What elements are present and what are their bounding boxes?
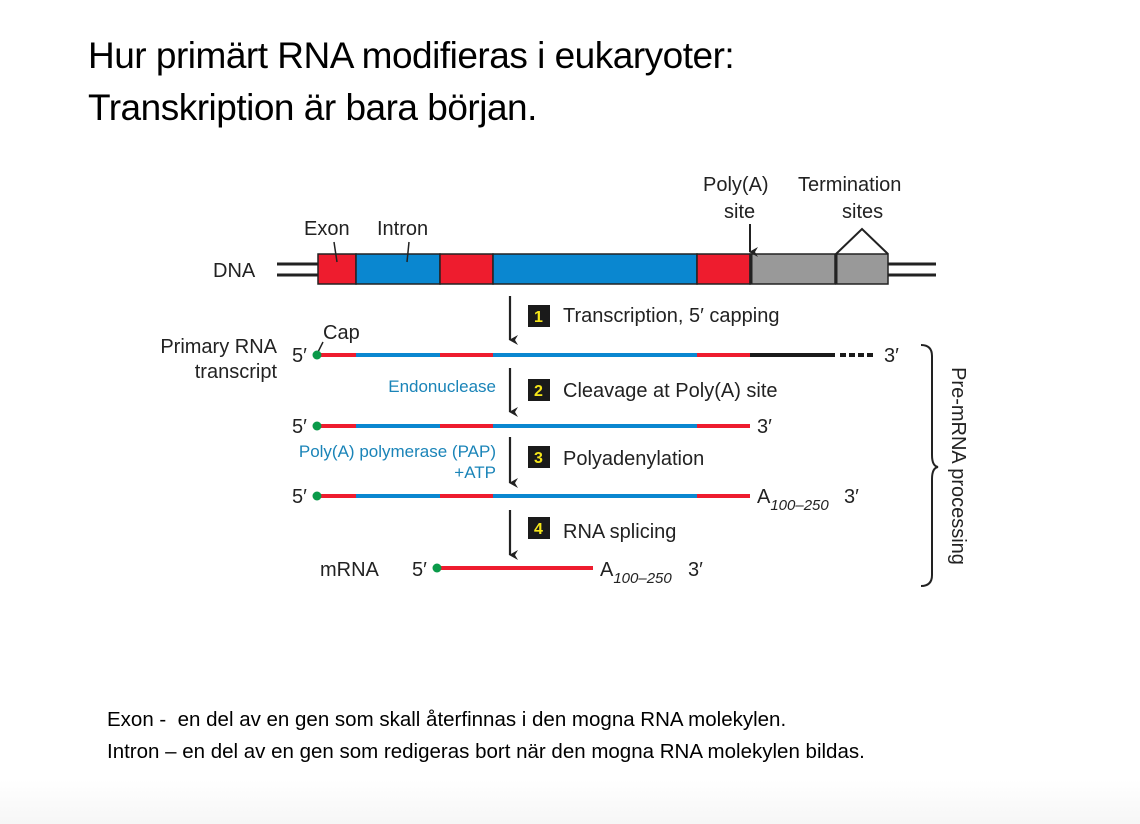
step-4: 4 RNA splicing (528, 517, 676, 543)
step-label: Cleavage at Poly(A) site (563, 380, 778, 402)
step-2: 2 Cleavage at Poly(A) site (528, 379, 778, 402)
termination-label-2: sites (842, 201, 883, 223)
poly-a-tail-label: A100–250 (757, 486, 829, 514)
step-label: RNA splicing (563, 521, 676, 543)
poly-a-tail-label: A100–250 (600, 559, 672, 587)
cap-dot-icon (312, 491, 322, 501)
step-number: 1 (534, 309, 543, 326)
step-number: 3 (534, 450, 543, 467)
dna-gene-bar (317, 253, 889, 285)
exon-definition: Exon - en del av en gen som skall återfi… (107, 708, 787, 731)
dna-strand-lines (277, 262, 936, 277)
five-prime-label: 5′ (292, 486, 307, 508)
title-line-1: Hur primärt RNA modifieras i eukaryoter: (88, 35, 735, 76)
polya-site-label-1: Poly(A) (703, 174, 769, 196)
termination-sites-pointer (835, 227, 889, 255)
cap-dot-icon (312, 350, 322, 360)
exon-3 (696, 253, 751, 285)
pre-mrna-processing-label: Pre-mRNA processing (947, 367, 969, 565)
primary-rna-label-1: Primary RNA (160, 336, 277, 358)
cap-dot-icon (312, 421, 322, 431)
intron-2 (492, 253, 698, 285)
exon-label: Exon (304, 218, 350, 240)
dna-label: DNA (213, 260, 256, 282)
step-label: Polyadenylation (563, 448, 704, 470)
atp-label: +ATP (454, 463, 496, 482)
endonuclease-label: Endonuclease (388, 377, 496, 396)
termination-label-1: Termination (798, 174, 901, 196)
step-3: 3 Polyadenylation (528, 446, 704, 470)
polya-site-label-2: site (724, 201, 755, 223)
step-number: 2 (534, 383, 543, 400)
five-prime-label: 5′ (292, 416, 307, 438)
slide-title: Hur primärt RNA modifieras i eukaryoter:… (88, 30, 735, 134)
three-prime-label: 3′ (688, 559, 703, 581)
mrna-label: mRNA (320, 559, 380, 581)
step-1: 1 Transcription, 5′ capping (528, 305, 779, 327)
primary-rna-label-2: transcript (195, 361, 278, 383)
five-prime-label: 5′ (412, 559, 427, 581)
flank-1 (749, 253, 836, 285)
step-number: 4 (534, 521, 543, 538)
cap-dot-icon (432, 563, 442, 573)
three-prime-label: 3′ (757, 416, 772, 438)
step-label: Transcription, 5′ capping (563, 305, 779, 327)
exon-2 (439, 253, 494, 285)
definitions: Exon - en del av en gen som skall återfi… (107, 704, 865, 768)
three-prime-label: 3′ (844, 486, 859, 508)
cap-label: Cap (323, 322, 360, 344)
intron-label: Intron (377, 218, 428, 240)
pap-label: Poly(A) polymerase (PAP) (299, 442, 496, 461)
intron-1 (355, 253, 441, 285)
three-prime-label: 3′ (884, 345, 899, 367)
title-line-2: Transkription är bara början. (88, 87, 537, 128)
flank-2 (835, 253, 889, 285)
pre-mrna-bracket (920, 344, 939, 587)
intron-definition: Intron – en del av en gen som redigeras … (107, 740, 865, 763)
five-prime-label: 5′ (292, 345, 307, 367)
